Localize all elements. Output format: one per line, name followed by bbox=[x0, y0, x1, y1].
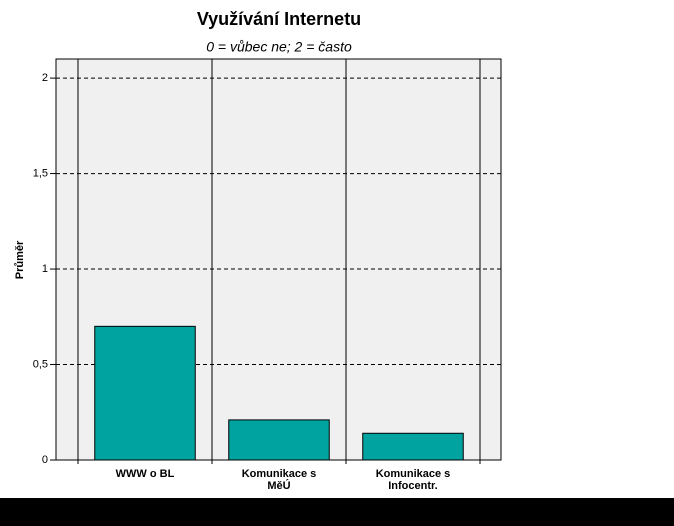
bottom-band bbox=[0, 498, 674, 526]
bar bbox=[228, 419, 330, 461]
bar bbox=[94, 325, 196, 461]
bar bbox=[362, 432, 464, 461]
y-tick-label: 0 bbox=[42, 454, 48, 466]
x-tick-label-box: Komunikace s MěÚ bbox=[241, 468, 317, 492]
x-tick-label: Komunikace s Infocentr. bbox=[375, 468, 451, 492]
x-tick-label-box: WWW o BL bbox=[115, 468, 175, 480]
chart-title: Využívání Internetu bbox=[197, 9, 361, 29]
x-tick-label: Komunikace s MěÚ bbox=[241, 468, 317, 492]
chart-subtitle: 0 = vůbec ne; 2 = často bbox=[206, 39, 352, 55]
y-tick-label: 1 bbox=[42, 263, 48, 275]
y-tick-label: 0,5 bbox=[33, 358, 48, 370]
x-tick-label-box: Komunikace s Infocentr. bbox=[375, 468, 451, 492]
x-tick-label: WWW o BL bbox=[115, 468, 175, 480]
y-tick-label: 1,5 bbox=[33, 167, 48, 179]
y-tick-label: 2 bbox=[42, 72, 48, 84]
y-axis-label: Průměr bbox=[14, 240, 26, 279]
